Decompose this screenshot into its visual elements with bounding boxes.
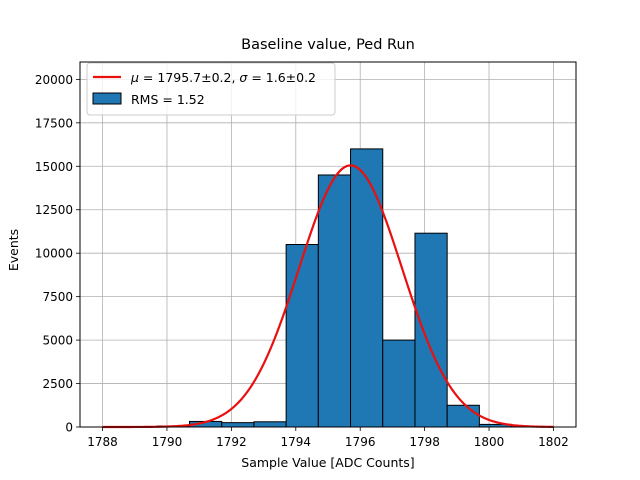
legend-mu-symbol: μ bbox=[130, 70, 139, 85]
histogram-bar bbox=[350, 148, 384, 428]
legend-fit-label: μ = 1795.7±0.2, σ = 1.6±0.2 bbox=[130, 70, 316, 85]
legend-histogram-label: RMS = 1.52 bbox=[131, 92, 205, 107]
x-tick-label: 1788 bbox=[87, 435, 118, 449]
y-tick-label: 5000 bbox=[42, 334, 73, 348]
legend-sigma-text: = 1.6±0.2 bbox=[247, 70, 316, 85]
histogram-bar bbox=[446, 404, 480, 428]
y-tick-label: 10000 bbox=[35, 247, 73, 261]
x-tick-label: 1796 bbox=[345, 435, 376, 449]
y-tick-label: 0 bbox=[65, 421, 73, 435]
x-tick-label: 1792 bbox=[216, 435, 247, 449]
gaussian-fit-curve bbox=[102, 164, 554, 429]
histogram-bar bbox=[221, 422, 255, 428]
legend-mu-text: = 1795.7±0.2, bbox=[139, 70, 239, 85]
y-axis-label: Events bbox=[6, 229, 21, 271]
legend-box bbox=[86, 62, 336, 116]
chart-title: Baseline value, Ped Run bbox=[241, 37, 415, 53]
plot-frame bbox=[79, 61, 577, 428]
y-tick-label: 17500 bbox=[35, 116, 73, 130]
histogram-bar bbox=[382, 339, 416, 428]
y-tick-label: 20000 bbox=[35, 73, 73, 87]
histogram-bar bbox=[414, 232, 448, 428]
y-tick-label: 7500 bbox=[42, 290, 73, 304]
legend: μ = 1795.7±0.2, σ = 1.6±0.2 RMS = 1.52 bbox=[86, 62, 336, 116]
x-axis-label: Sample Value [ADC Counts] bbox=[241, 455, 414, 470]
x-tick-label: 1798 bbox=[409, 435, 440, 449]
histogram-bar bbox=[285, 244, 319, 428]
histogram-bar bbox=[317, 174, 352, 428]
legend-histogram-swatch bbox=[92, 92, 122, 105]
y-tick-label: 2500 bbox=[42, 377, 73, 391]
axis-ticks: 1788 1790 1792 1794 1796 1798 1800 1802 0 2500 500… bbox=[35, 73, 569, 449]
x-tick-label: 1794 bbox=[281, 435, 312, 449]
x-tick-label: 1800 bbox=[474, 435, 505, 449]
gaussian-fit-layer bbox=[102, 164, 554, 429]
histogram-bar bbox=[253, 421, 287, 428]
histogram-bars bbox=[134, 148, 545, 428]
legend-sigma-symbol: σ bbox=[239, 70, 248, 85]
x-tick-label: 1802 bbox=[538, 435, 569, 449]
y-tick-label: 15000 bbox=[35, 160, 73, 174]
y-tick-label: 12500 bbox=[35, 203, 73, 217]
x-tick-label: 1790 bbox=[152, 435, 183, 449]
